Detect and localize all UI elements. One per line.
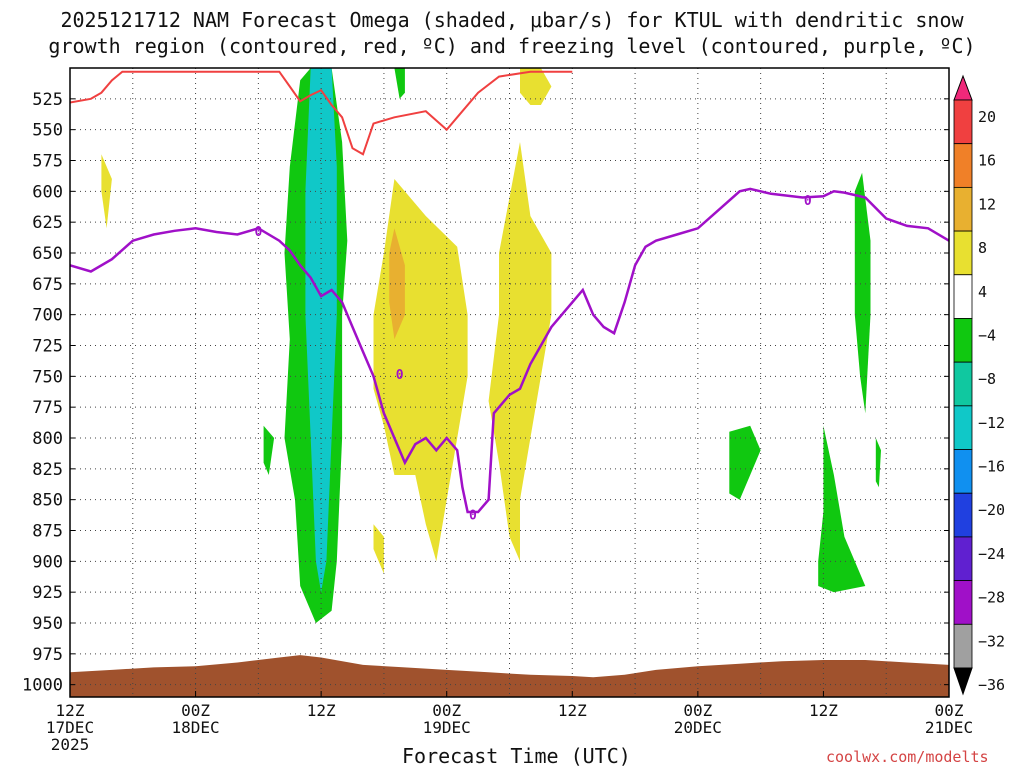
y-tick-label-525: 525 <box>32 90 63 110</box>
colorbar-bottom-arrow <box>953 667 973 696</box>
colorbar-segment-8 <box>953 405 973 450</box>
colorbar-top-arrow <box>953 74 973 101</box>
colorbar-label-1: 16 <box>978 152 996 170</box>
colorbar-label-12: −32 <box>978 632 1005 650</box>
omega-region-2 <box>488 142 552 562</box>
y-tick-label-1000: 1000 <box>22 676 63 696</box>
omega-region-0 <box>101 154 112 229</box>
terrain-fill <box>70 655 949 697</box>
freezing-label-0: 0 <box>254 225 262 240</box>
y-tick-label-575: 575 <box>32 152 63 172</box>
colorbar-segment-6 <box>953 318 973 363</box>
y-tick-label-975: 975 <box>32 645 63 665</box>
x-tick-label-12-1: 18DEC <box>171 718 219 737</box>
y-tick-label-950: 950 <box>32 614 63 634</box>
chart-title-line2: growth region (contoured, red, ºC) and f… <box>48 34 976 58</box>
colorbar-label-8: −16 <box>978 458 1005 476</box>
omega-region-11 <box>854 172 871 414</box>
colorbar-segment-4 <box>953 230 973 276</box>
x-tick-label-84-0: 00Z <box>935 701 964 720</box>
x-tick-label-0-1: 17DEC <box>46 718 94 737</box>
freezing-level-line <box>70 187 949 514</box>
colorbar-segment-2 <box>953 143 973 188</box>
colorbar-label-9: −20 <box>978 501 1005 519</box>
x-tick-label-0-0: 12Z <box>56 701 85 720</box>
colorbar-segment-1 <box>953 99 973 145</box>
colorbar-segment-7 <box>953 361 973 407</box>
x-tick-label-36-0: 00Z <box>432 701 461 720</box>
x-tick-label-60-0: 00Z <box>683 701 712 720</box>
colorbar-segment-9 <box>953 449 973 494</box>
colorbar-label-11: −28 <box>978 589 1005 607</box>
omega-region-13 <box>305 68 337 593</box>
colorbar-segment-5 <box>953 274 973 319</box>
omega-region-5 <box>389 228 405 340</box>
colorbar-segment-3 <box>953 186 973 232</box>
x-tick-label-12-0: 00Z <box>181 701 210 720</box>
x-tick-label-48-0: 12Z <box>558 701 587 720</box>
colorbar-label-10: −24 <box>978 545 1005 563</box>
y-tick-label-625: 625 <box>32 213 63 233</box>
omega-region-8 <box>394 68 405 99</box>
freezing-label-3: 0 <box>804 194 812 209</box>
colorbar-segment-13 <box>953 623 973 669</box>
x-tick-label-36-1: 19DEC <box>423 718 471 737</box>
freezing-label-1: 0 <box>396 368 404 383</box>
y-tick-label-850: 850 <box>32 491 63 511</box>
y-tick-label-825: 825 <box>32 460 63 480</box>
y-tick-label-875: 875 <box>32 522 63 542</box>
y-tick-label-750: 750 <box>32 367 63 387</box>
y-tick-label-925: 925 <box>32 583 63 603</box>
colorbar-label-2: 12 <box>978 195 996 213</box>
plot-frame <box>69 67 950 698</box>
omega-region-4 <box>373 524 384 574</box>
chart-title-line1: 2025121712 NAM Forecast Omega (shaded, μ… <box>60 8 964 32</box>
x-tick-label-0-2: 2025 <box>51 735 90 754</box>
colorbar-label-3: 8 <box>978 239 987 257</box>
y-tick-label-550: 550 <box>32 121 63 141</box>
colorbar-label-0: 20 <box>978 108 996 126</box>
y-tick-label-725: 725 <box>32 337 63 357</box>
x-tick-label-60-1: 20DEC <box>674 718 722 737</box>
colorbar-segment-12 <box>953 580 973 625</box>
y-tick-label-675: 675 <box>32 275 63 295</box>
x-tick-label-24-0: 12Z <box>307 701 336 720</box>
colorbar-label-4: 4 <box>978 283 987 301</box>
colorbar-label-7: −12 <box>978 414 1005 432</box>
omega-region-12 <box>875 438 881 488</box>
colorbar-label-5: −4 <box>978 327 996 345</box>
omega-region-10 <box>818 425 866 593</box>
omega-region-3 <box>520 68 552 105</box>
colorbar-segment-10 <box>953 492 973 538</box>
omega-region-7 <box>263 425 275 475</box>
y-tick-label-650: 650 <box>32 244 63 264</box>
x-tick-label-72-0: 12Z <box>809 701 838 720</box>
y-tick-label-600: 600 <box>32 182 63 202</box>
omega-region-9 <box>729 425 761 500</box>
y-tick-label-900: 900 <box>32 552 63 572</box>
x-axis-label: Forecast Time (UTC) <box>402 744 631 768</box>
plot-area: 0 0 0 0 <box>70 68 949 697</box>
colorbar-segment-11 <box>953 536 973 582</box>
credit-text: coolwx.com/modelts <box>826 748 989 766</box>
freezing-label-2: 0 <box>469 508 477 523</box>
colorbar-label-6: −8 <box>978 370 996 388</box>
x-tick-label-84-1: 21DEC <box>925 718 973 737</box>
y-tick-label-700: 700 <box>32 306 63 326</box>
y-tick-label-800: 800 <box>32 429 63 449</box>
colorbar-label-13: −36 <box>978 676 1005 694</box>
dendritic-contour-line <box>70 70 573 156</box>
y-tick-label-775: 775 <box>32 398 63 418</box>
